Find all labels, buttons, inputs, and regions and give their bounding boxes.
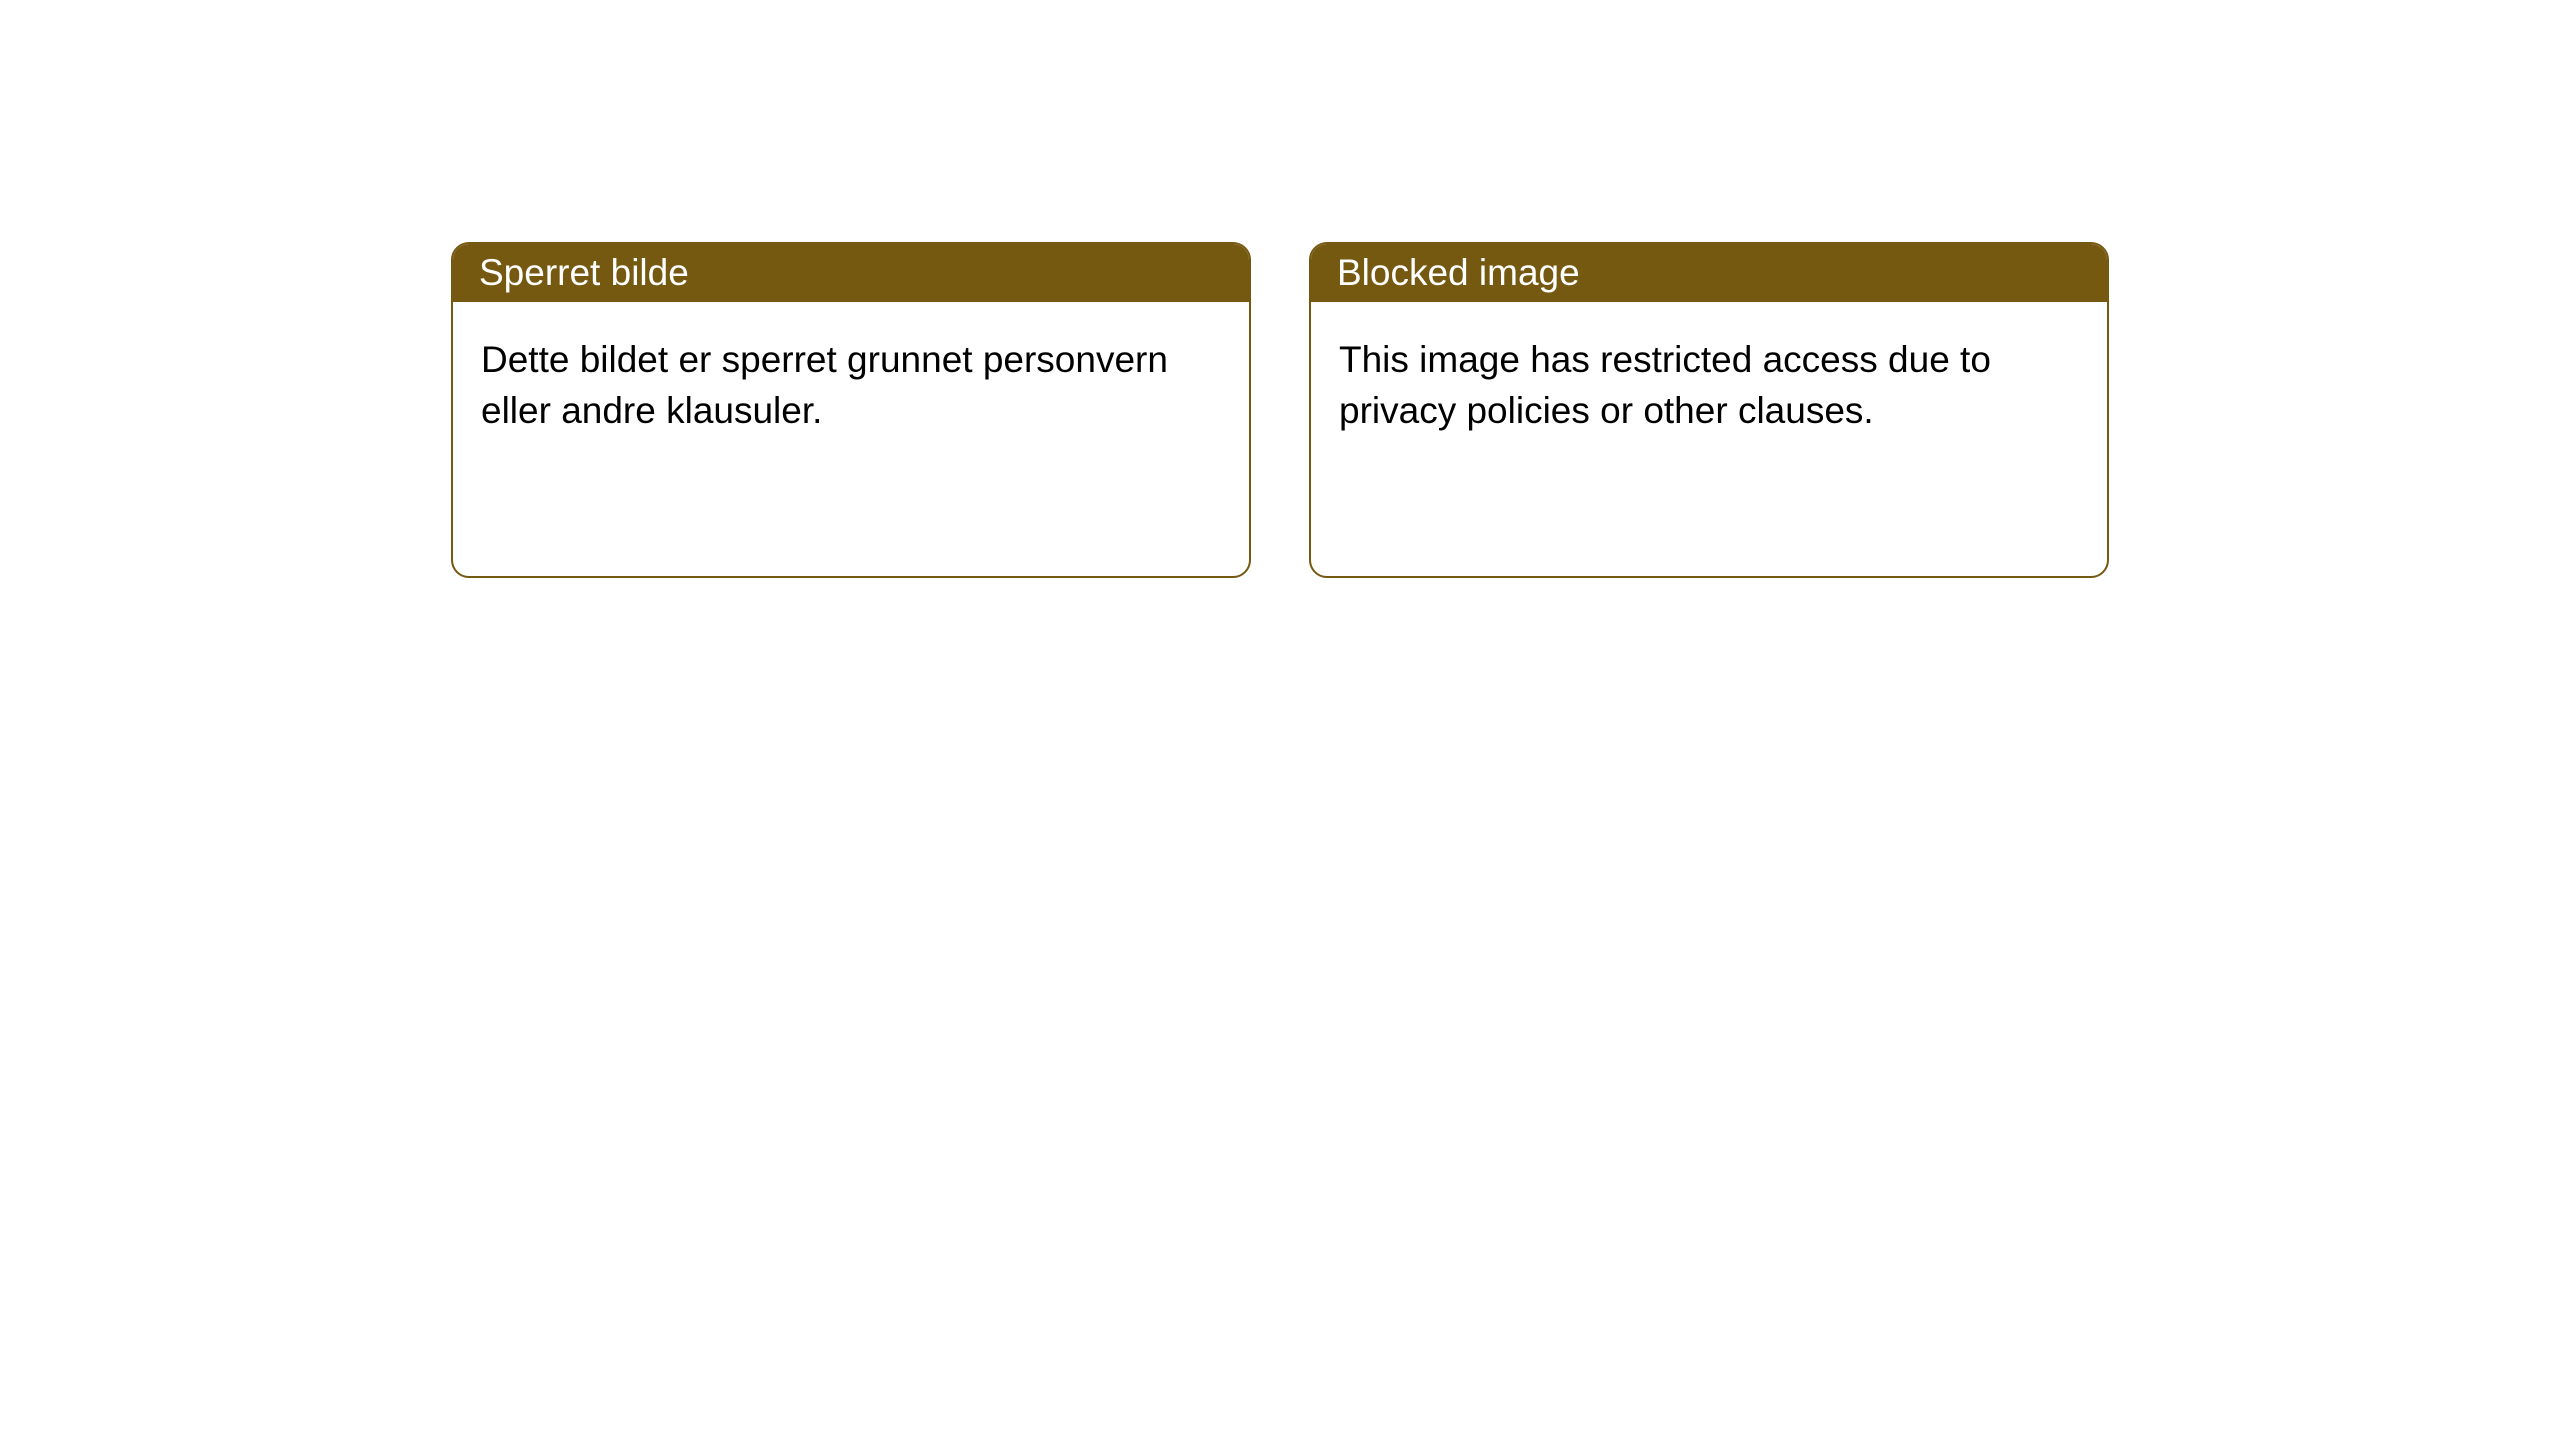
notice-body: Dette bildet er sperret grunnet personve… — [453, 302, 1249, 468]
notice-header: Sperret bilde — [453, 244, 1249, 302]
notice-container: Sperret bilde Dette bildet er sperret gr… — [0, 0, 2560, 578]
notice-body-text: This image has restricted access due to … — [1339, 339, 1991, 431]
notice-body: This image has restricted access due to … — [1311, 302, 2107, 468]
notice-header: Blocked image — [1311, 244, 2107, 302]
notice-title: Sperret bilde — [479, 252, 689, 294]
notice-box-norwegian: Sperret bilde Dette bildet er sperret gr… — [451, 242, 1251, 578]
notice-box-english: Blocked image This image has restricted … — [1309, 242, 2109, 578]
notice-body-text: Dette bildet er sperret grunnet personve… — [481, 339, 1168, 431]
notice-title: Blocked image — [1337, 252, 1580, 294]
